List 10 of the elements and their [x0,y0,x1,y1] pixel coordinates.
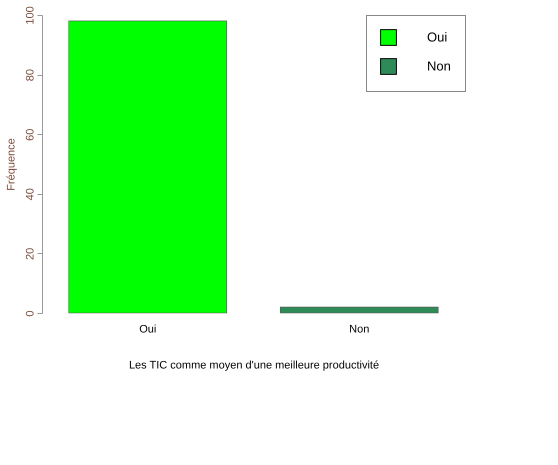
y-tick-label: 20 [24,248,36,260]
y-tick-label: 60 [24,128,36,141]
y-tick-label: 80 [24,68,36,82]
legend-label: Oui [427,30,448,44]
y-axis-title: Fréquence [6,138,18,191]
x-axis-title: Les TIC comme moyen d'une meilleure productivité [128,360,380,372]
legend-label: Non [427,58,451,74]
y-tick-label: 40 [24,188,36,200]
y-tick-label: 100 [24,6,36,25]
y-tick-label: 0 [24,310,36,317]
